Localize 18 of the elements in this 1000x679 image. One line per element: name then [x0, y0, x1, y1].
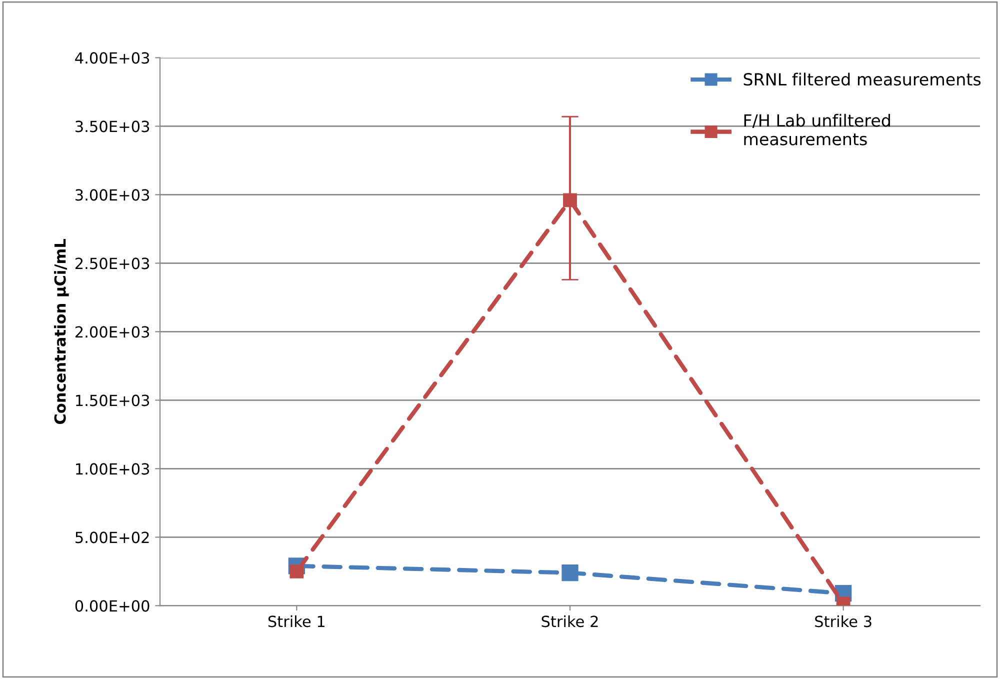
y-tick-label: 2.50E+03 [75, 258, 150, 270]
point [290, 564, 304, 578]
y-axis-title: Concentration µCi/mL [54, 239, 69, 424]
y-tick-label: 5.00E+02 [76, 532, 149, 544]
legend-label: SRNL filtered measurements [744, 72, 981, 86]
x-tick-label: Strike 1 [268, 615, 324, 628]
y-tick-label: 1.50E+03 [76, 394, 150, 406]
y-tick-label: 3.00E+03 [76, 189, 150, 201]
point [562, 564, 578, 582]
x-tick-label: Strike 2 [542, 615, 598, 628]
y-tick-label: 2.00E+03 [75, 326, 150, 338]
y-tick-label: 3.50E+03 [76, 120, 150, 132]
x-tick-label: Strike 3 [815, 615, 872, 628]
legend-label: F/H Lab unfiltered measurements [744, 114, 890, 146]
y-tick-label: 0.00E+00 [75, 600, 150, 612]
y-tick-label: 1.00E+03 [76, 463, 150, 475]
y-tick-label: 4.00E+03 [75, 52, 150, 64]
point [563, 193, 577, 208]
